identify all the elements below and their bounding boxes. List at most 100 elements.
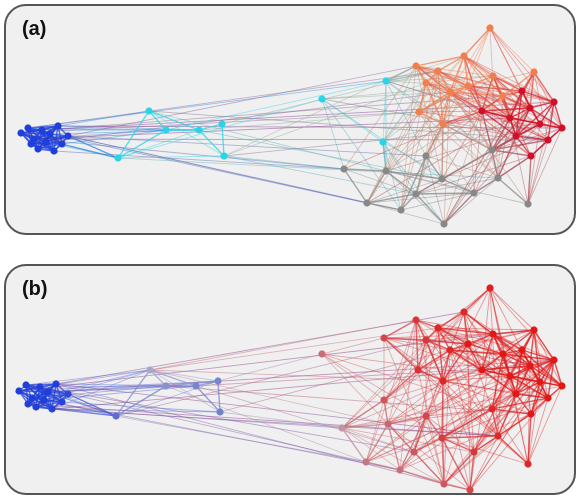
graph-edge <box>343 65 417 170</box>
graph-edge <box>387 380 444 425</box>
graph-edge <box>47 359 555 393</box>
graph-edge <box>385 170 443 180</box>
graph-edge <box>382 82 427 143</box>
graph-edge <box>533 329 549 399</box>
graph-node <box>422 152 430 160</box>
graph-edge <box>366 91 451 204</box>
graph-edge <box>533 329 563 387</box>
graph-node <box>15 387 23 395</box>
panel-label-a: (a) <box>22 18 47 40</box>
graph-edge <box>321 91 451 100</box>
graph-node <box>478 366 486 374</box>
graph-edge <box>413 437 443 453</box>
graph-edge <box>497 381 541 437</box>
graph-edge <box>341 415 427 429</box>
graph-node <box>550 98 558 106</box>
graph-edge <box>491 149 499 179</box>
graph-node <box>446 346 454 354</box>
graph-edge <box>443 393 517 485</box>
graph-edge <box>521 329 535 351</box>
graph-edge <box>467 85 523 92</box>
graph-edge <box>321 353 541 383</box>
graph-node <box>114 154 122 162</box>
graph-edge <box>33 138 549 141</box>
graph-edge <box>382 80 387 143</box>
graph-edge <box>442 123 493 151</box>
graph-edge <box>365 393 517 463</box>
graph-edge <box>148 110 387 172</box>
graph-edge <box>149 319 417 371</box>
graph-edge <box>492 333 531 367</box>
graph-node <box>382 77 390 85</box>
graph-node <box>24 400 32 408</box>
graph-edge <box>415 65 483 112</box>
graph-edge <box>417 369 444 382</box>
graph-node <box>50 147 58 155</box>
graph-edge <box>343 110 483 170</box>
graph-edge <box>399 451 415 471</box>
graph-edge <box>492 75 531 109</box>
network-graph-b <box>15 284 566 493</box>
nodes <box>17 24 566 228</box>
graph-edge <box>491 117 511 151</box>
graph-edge <box>443 149 493 225</box>
graph-edge <box>441 380 444 439</box>
graph-edge <box>27 403 53 410</box>
graph-edge <box>521 349 532 415</box>
graph-edge <box>489 287 535 331</box>
graph-edge <box>321 98 345 170</box>
graph-edge <box>51 408 117 417</box>
graph-edge <box>195 365 531 387</box>
graph-edge <box>35 406 343 429</box>
graph-node <box>527 152 535 160</box>
graph-edge <box>27 403 117 417</box>
graph-edge <box>25 369 151 386</box>
graph-edge <box>321 353 385 401</box>
graph-edge <box>481 110 493 151</box>
graph-edge <box>425 82 532 157</box>
graph-edge <box>491 397 549 410</box>
graph-edge <box>115 415 367 463</box>
graph-edge <box>385 75 494 82</box>
graph-node <box>54 122 62 130</box>
graph-edge <box>441 365 531 439</box>
graph-edge <box>441 437 529 465</box>
graph-edge <box>547 359 555 399</box>
graph-edge <box>481 365 531 371</box>
graph-edge <box>415 65 443 180</box>
graph-edge <box>443 107 531 225</box>
graph-edge <box>415 55 465 67</box>
graph-edge <box>418 75 494 113</box>
graph-edge <box>491 107 531 151</box>
graph-edge <box>521 349 563 387</box>
graph-node <box>34 145 42 153</box>
graph-edge <box>515 135 532 157</box>
graph-edge <box>385 170 445 225</box>
graph-edge <box>415 319 499 437</box>
graph-edge <box>449 91 493 151</box>
graph-edge <box>383 337 419 371</box>
graph-edge <box>437 327 444 382</box>
graph-node <box>28 394 36 402</box>
graph-edge <box>321 85 469 100</box>
graph-edge <box>67 135 427 157</box>
graph-edge <box>441 397 549 439</box>
graph-node <box>440 220 448 228</box>
graph-edge <box>441 110 483 180</box>
graph-edge <box>463 311 469 345</box>
graph-node <box>36 383 44 391</box>
graph-node <box>145 107 153 115</box>
graph-edge <box>149 369 389 425</box>
graph-node <box>112 412 120 420</box>
graph-node <box>434 324 442 332</box>
graph-edge <box>400 193 417 211</box>
graph-edge <box>425 91 451 157</box>
graph-edge <box>418 82 427 113</box>
graph-edge <box>437 311 465 329</box>
graph-node <box>380 396 388 404</box>
graph-edge <box>473 365 531 453</box>
graph-edge <box>530 381 541 415</box>
graph-edge <box>497 413 532 437</box>
graph-edge <box>437 327 504 355</box>
graph-edge <box>425 82 531 109</box>
